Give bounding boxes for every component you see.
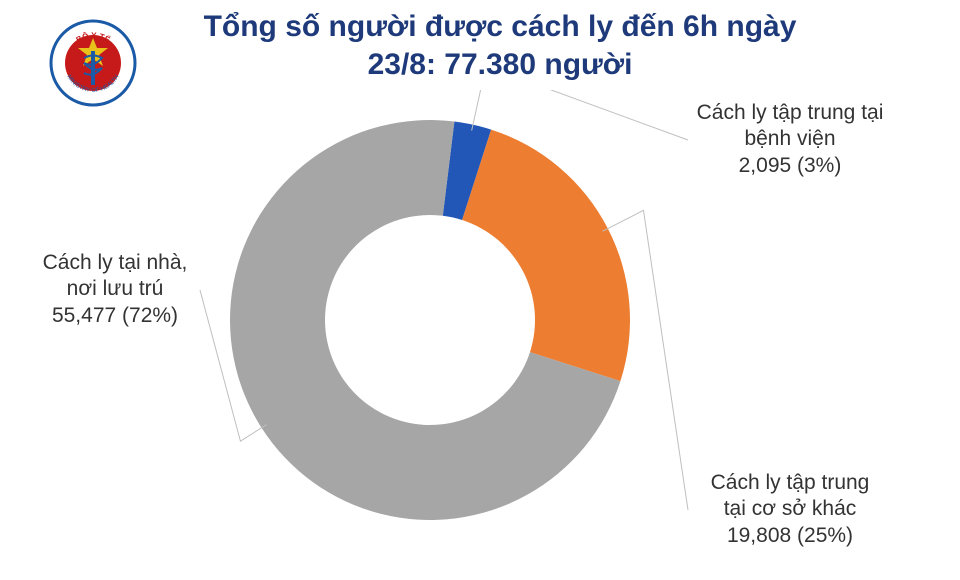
label-home: Cách ly tại nhà, nơi lưu trú 55,477 (72%… xyxy=(20,250,210,329)
slice-other xyxy=(462,130,630,382)
title-line-2: 23/8: 77.380 người xyxy=(368,48,633,81)
chart-title: Tổng số người được cách ly đến 6h ngày 2… xyxy=(160,8,840,83)
label-hospital: Cách ly tập trung tại bệnh viện 2,095 (3… xyxy=(680,100,900,179)
label-other-facility: Cách ly tập trung tại cơ sở khác 19,808 … xyxy=(680,470,900,549)
leader-hospital xyxy=(472,90,688,140)
doughnut-chart: Cách ly tập trung tại bệnh viện 2,095 (3… xyxy=(0,90,960,575)
title-line-1: Tổng số người được cách ly đến 6h ngày xyxy=(204,10,797,43)
